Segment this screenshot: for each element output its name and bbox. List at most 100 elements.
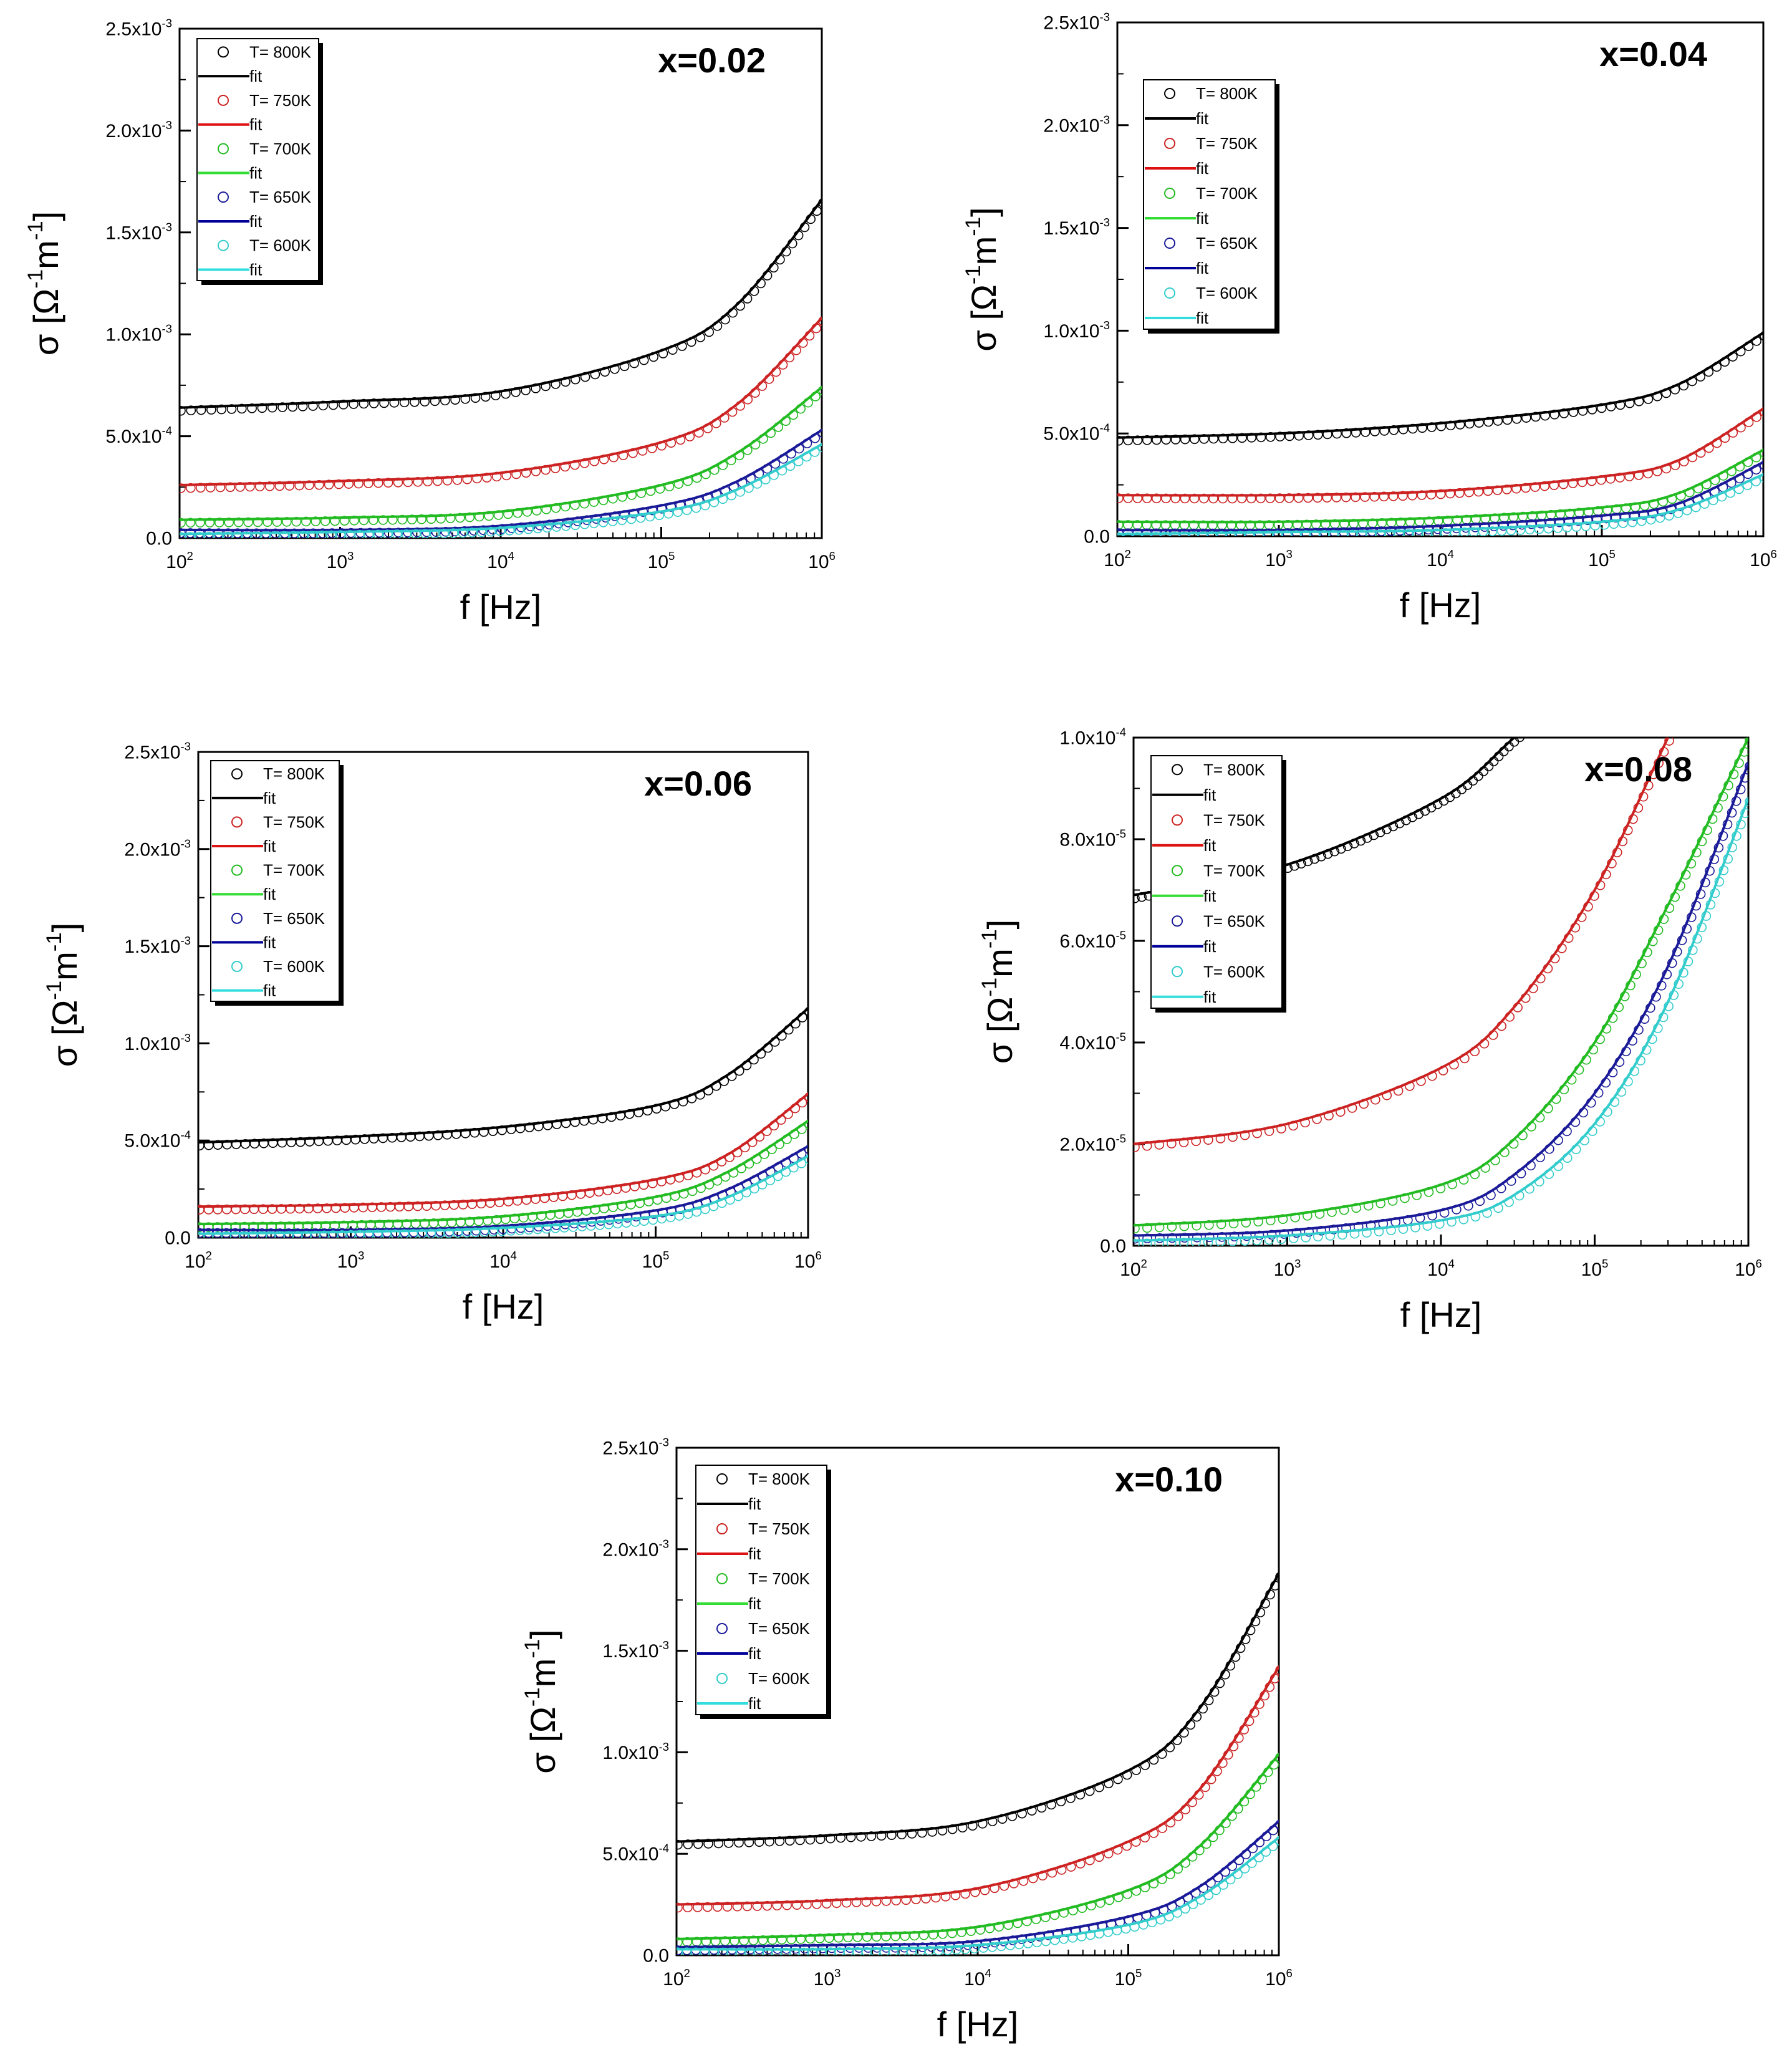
data-point [1742,480,1753,491]
data-point [1356,529,1367,536]
data-point [1382,1090,1392,1100]
data-point [1697,922,1707,933]
data-point [606,1112,617,1122]
data-point [1256,493,1266,504]
data-point [1700,877,1710,888]
legend-box [695,1465,827,1715]
data-point [1191,1136,1202,1147]
data-point [436,514,446,524]
text-part: 2.5x10 [105,19,161,40]
data-point [1239,1725,1250,1735]
data-point [241,531,252,538]
data-point [1599,519,1610,530]
data-point [701,469,711,479]
data-point [788,410,799,420]
data-point [1667,958,1677,968]
data-point [1338,529,1348,536]
data-point [373,529,383,538]
data-point [383,478,393,488]
data-point [1490,1155,1500,1165]
data-point [458,527,468,538]
data-point [1362,1228,1372,1238]
data-point [1393,1086,1404,1096]
data-point [754,1132,765,1142]
data-point [804,1144,808,1155]
data-point [1662,969,1672,980]
data-point [1173,1864,1183,1874]
data-point [735,450,744,461]
data-point [1482,1208,1492,1218]
data-point [486,526,496,537]
data-point [966,1926,976,1936]
text-part: ] [964,207,1003,217]
data-point [1587,476,1597,486]
data-point [1265,493,1275,504]
superscript: 5 [1609,547,1616,561]
data-point [769,1120,779,1131]
superscript: -3 [180,739,191,753]
data-point [1410,1222,1420,1233]
data-point [1379,491,1389,502]
data-point [1447,1216,1457,1227]
data-point [749,286,759,296]
data-point [1634,470,1644,480]
data-point [1247,1858,1257,1868]
data-point [792,1900,802,1910]
data-point [326,530,336,538]
data-point [1134,1142,1140,1152]
data-point [1167,1221,1177,1232]
legend-label: fit [249,67,263,85]
x-tick-label: 105 [1588,547,1616,571]
data-point [1435,1183,1446,1193]
data-point [1581,1054,1591,1065]
text-part: 5.0x10 [602,1844,658,1865]
data-point [774,1836,785,1846]
data-point [1622,825,1633,835]
data-point [1192,1711,1202,1722]
data-point [1187,1797,1197,1808]
data-point [1725,488,1736,498]
data-point [1637,516,1647,526]
data-point [722,1902,733,1912]
data-point [1445,420,1456,431]
data-point [1647,936,1658,946]
data-point [551,379,561,389]
data-point [291,516,302,527]
data-point [674,1173,685,1183]
data-point [1718,625,1727,634]
data-point [1455,420,1465,430]
data-point [1084,1786,1095,1796]
data-point [1220,1867,1230,1877]
superscript: 5 [1602,1257,1608,1270]
data-point [732,1147,743,1158]
data-point [470,393,481,403]
data-point [1578,1107,1589,1118]
legend-box [1143,79,1276,330]
data-point [1190,1888,1201,1898]
data-point [1526,1122,1536,1132]
data-point [1252,1235,1262,1246]
data-point [364,478,373,488]
data-point [1686,859,1697,869]
y-tick-label: 2.0x10-5 [1059,1132,1126,1155]
data-point [1508,1138,1519,1149]
data-point [1003,1920,1013,1930]
superscript: 6 [1771,547,1777,561]
data-point [742,1901,753,1912]
data-point [812,1899,822,1909]
superscript: 4 [511,1249,517,1262]
data-point [1022,1916,1032,1927]
data-point [749,1183,759,1194]
data-point [1215,1134,1226,1143]
data-point [1655,513,1665,523]
superscript: 6 [829,549,836,562]
data-point [1149,1828,1159,1838]
data-point [1669,990,1679,1000]
data-point [1185,1720,1196,1730]
data-point [1562,1126,1572,1137]
data-point [744,1837,754,1847]
data-point [664,481,675,491]
data-point [1137,892,1147,902]
data-point [938,1929,948,1939]
data-point [782,1134,792,1144]
